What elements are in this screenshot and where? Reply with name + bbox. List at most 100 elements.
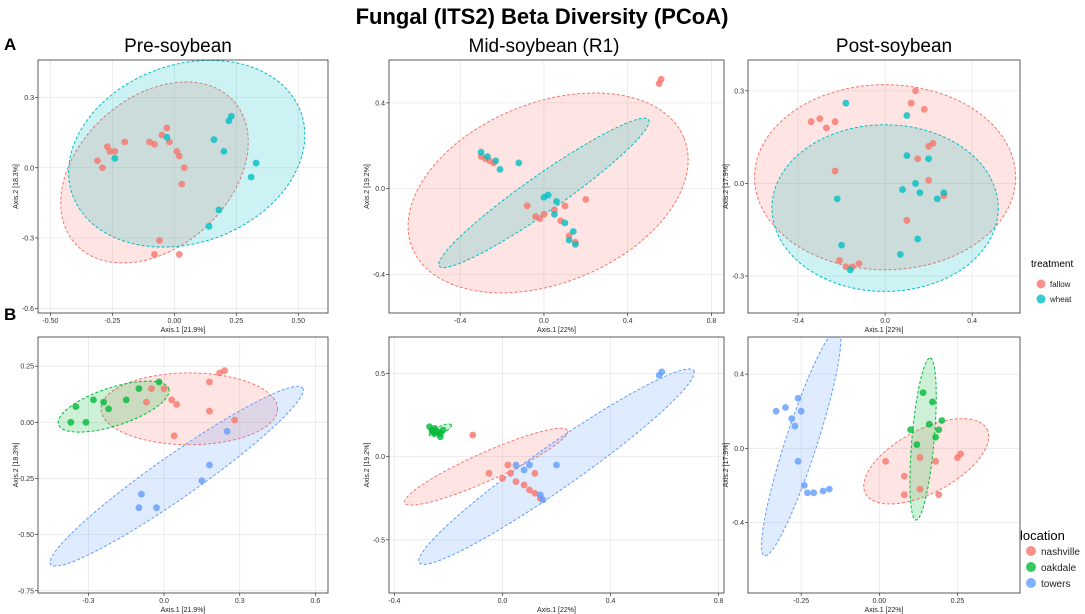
point-wheat	[220, 147, 228, 155]
point-towers	[819, 487, 827, 495]
point-oakdale	[67, 418, 75, 426]
column-title-mid: Mid-soybean (R1)	[469, 36, 620, 57]
x-tick-label: -0.4	[454, 318, 466, 325]
point-wheat	[544, 191, 552, 199]
point-fallow	[178, 180, 186, 188]
point-fallow	[94, 157, 101, 165]
point-oakdale	[122, 396, 130, 404]
point-wheat	[933, 195, 941, 203]
point-nashville	[507, 469, 514, 477]
legend-location-title: location	[1020, 528, 1065, 543]
point-wheat	[903, 112, 911, 119]
panel-border	[747, 336, 1021, 594]
y-tick-label: -0.4	[373, 272, 385, 279]
point-wheat	[215, 206, 223, 214]
y-axis-label: Axis.2 [17.9%]	[723, 164, 730, 209]
point-oakdale	[935, 426, 943, 434]
point-wheat	[553, 198, 560, 205]
x-tick-label: 0.6	[311, 598, 321, 605]
y-tick-label: 0.5	[375, 371, 385, 378]
y-axis-label: Axis.2 [19.2%]	[364, 164, 371, 209]
point-wheat	[912, 180, 919, 187]
point-oakdale	[431, 430, 439, 437]
point-towers	[797, 407, 805, 415]
y-tick-label: 0.0	[734, 181, 744, 188]
point-wheat	[899, 186, 906, 193]
point-nashville	[504, 461, 512, 469]
panel-grid	[748, 60, 1020, 313]
y-tick-label: -0.3	[732, 273, 744, 280]
point-wheat	[492, 157, 500, 165]
y-tick-label: 0.0	[24, 165, 34, 172]
figure-title: Fungal (ITS2) Beta Diversity (PCoA)	[356, 4, 729, 29]
point-towers	[153, 504, 160, 512]
x-tick-label: 0.0	[880, 318, 890, 325]
y-tick-label: -0.6	[22, 306, 34, 313]
x-axis-label: Axis.1 [22%]	[865, 607, 904, 614]
panel-3: -0.4 0.0 0.4 0.3 0.0 -0.3 Axis.1 [22%] Axis.2 […	[723, 59, 1021, 334]
column-title-pre: Pre-soybean	[124, 36, 232, 57]
point-towers	[794, 457, 802, 465]
panel-2: -0.4 0.0 0.4 0.8 0.4 0.0 -0.4 Axis.1 [22%] Axis.…	[364, 59, 725, 334]
confidence-ellipse-oakdale	[909, 357, 937, 521]
point-wheat	[925, 155, 933, 163]
x-tick-label: 0.8	[707, 318, 717, 325]
point-oakdale	[135, 385, 143, 393]
legend-label-oakdale: oakdale	[1041, 563, 1076, 574]
x-tick-label: 0.50	[291, 318, 305, 325]
point-towers	[539, 496, 547, 504]
point-wheat	[914, 235, 922, 243]
point-towers	[782, 404, 789, 411]
point-wheat	[205, 222, 213, 230]
panel-border	[747, 59, 1021, 314]
x-tick-label: 0.4	[606, 598, 616, 605]
row-label-b: B	[4, 305, 16, 324]
point-wheat	[252, 159, 260, 167]
point-fallow	[835, 257, 843, 264]
confidence-ellipse-fallow	[754, 84, 1017, 271]
point-wheat	[838, 241, 845, 249]
point-oakdale	[932, 433, 939, 441]
panel-4: -0.3 0.0 0.3 0.6 0.25 0.00 -0.25 -0.50 -0.75 Axis…	[13, 336, 329, 614]
point-wheat	[551, 210, 558, 218]
point-fallow	[822, 124, 830, 132]
point-wheat	[210, 136, 218, 144]
legend-swatch-fallow	[1036, 279, 1046, 289]
point-towers	[137, 490, 145, 498]
point-oakdale	[938, 417, 946, 424]
y-tick-label: 0.0	[375, 186, 385, 193]
point-nashville	[206, 378, 213, 386]
point-fallow	[175, 152, 183, 160]
y-tick-label: -0.25	[18, 476, 34, 483]
y-tick-label: -0.3	[22, 236, 34, 243]
point-fallow	[180, 164, 188, 172]
panel-border	[388, 336, 725, 594]
legend-treatment: treatment fallow wheat	[1031, 259, 1073, 304]
point-towers	[804, 489, 811, 497]
point-nashville	[531, 489, 539, 497]
point-nashville	[160, 385, 168, 393]
point-oakdale	[913, 441, 921, 448]
x-tick-label: 0.00	[168, 318, 182, 325]
confidence-ellipse-nashville	[100, 372, 279, 446]
point-nashville	[231, 416, 239, 424]
y-tick-label: 0.4	[375, 100, 385, 107]
panel-border	[388, 59, 725, 314]
point-wheat	[561, 219, 569, 227]
x-tick-label: 0.8	[714, 598, 724, 605]
point-fallow	[831, 167, 839, 175]
confidence-ellipse-towers	[760, 337, 842, 557]
point-towers	[135, 504, 143, 512]
confidence-ellipse-nashville	[863, 418, 990, 505]
point-fallow	[903, 217, 911, 224]
legend-label-nashville: nashville	[1041, 547, 1080, 558]
point-fallow	[175, 251, 183, 258]
point-nashville	[512, 478, 520, 486]
point-oakdale	[72, 403, 80, 411]
point-towers	[772, 407, 780, 415]
y-tick-label: 0.0	[375, 454, 385, 461]
legend-swatch-oakdale	[1026, 562, 1036, 572]
point-nashville	[469, 431, 477, 439]
y-tick-label: 0.00	[20, 420, 34, 427]
